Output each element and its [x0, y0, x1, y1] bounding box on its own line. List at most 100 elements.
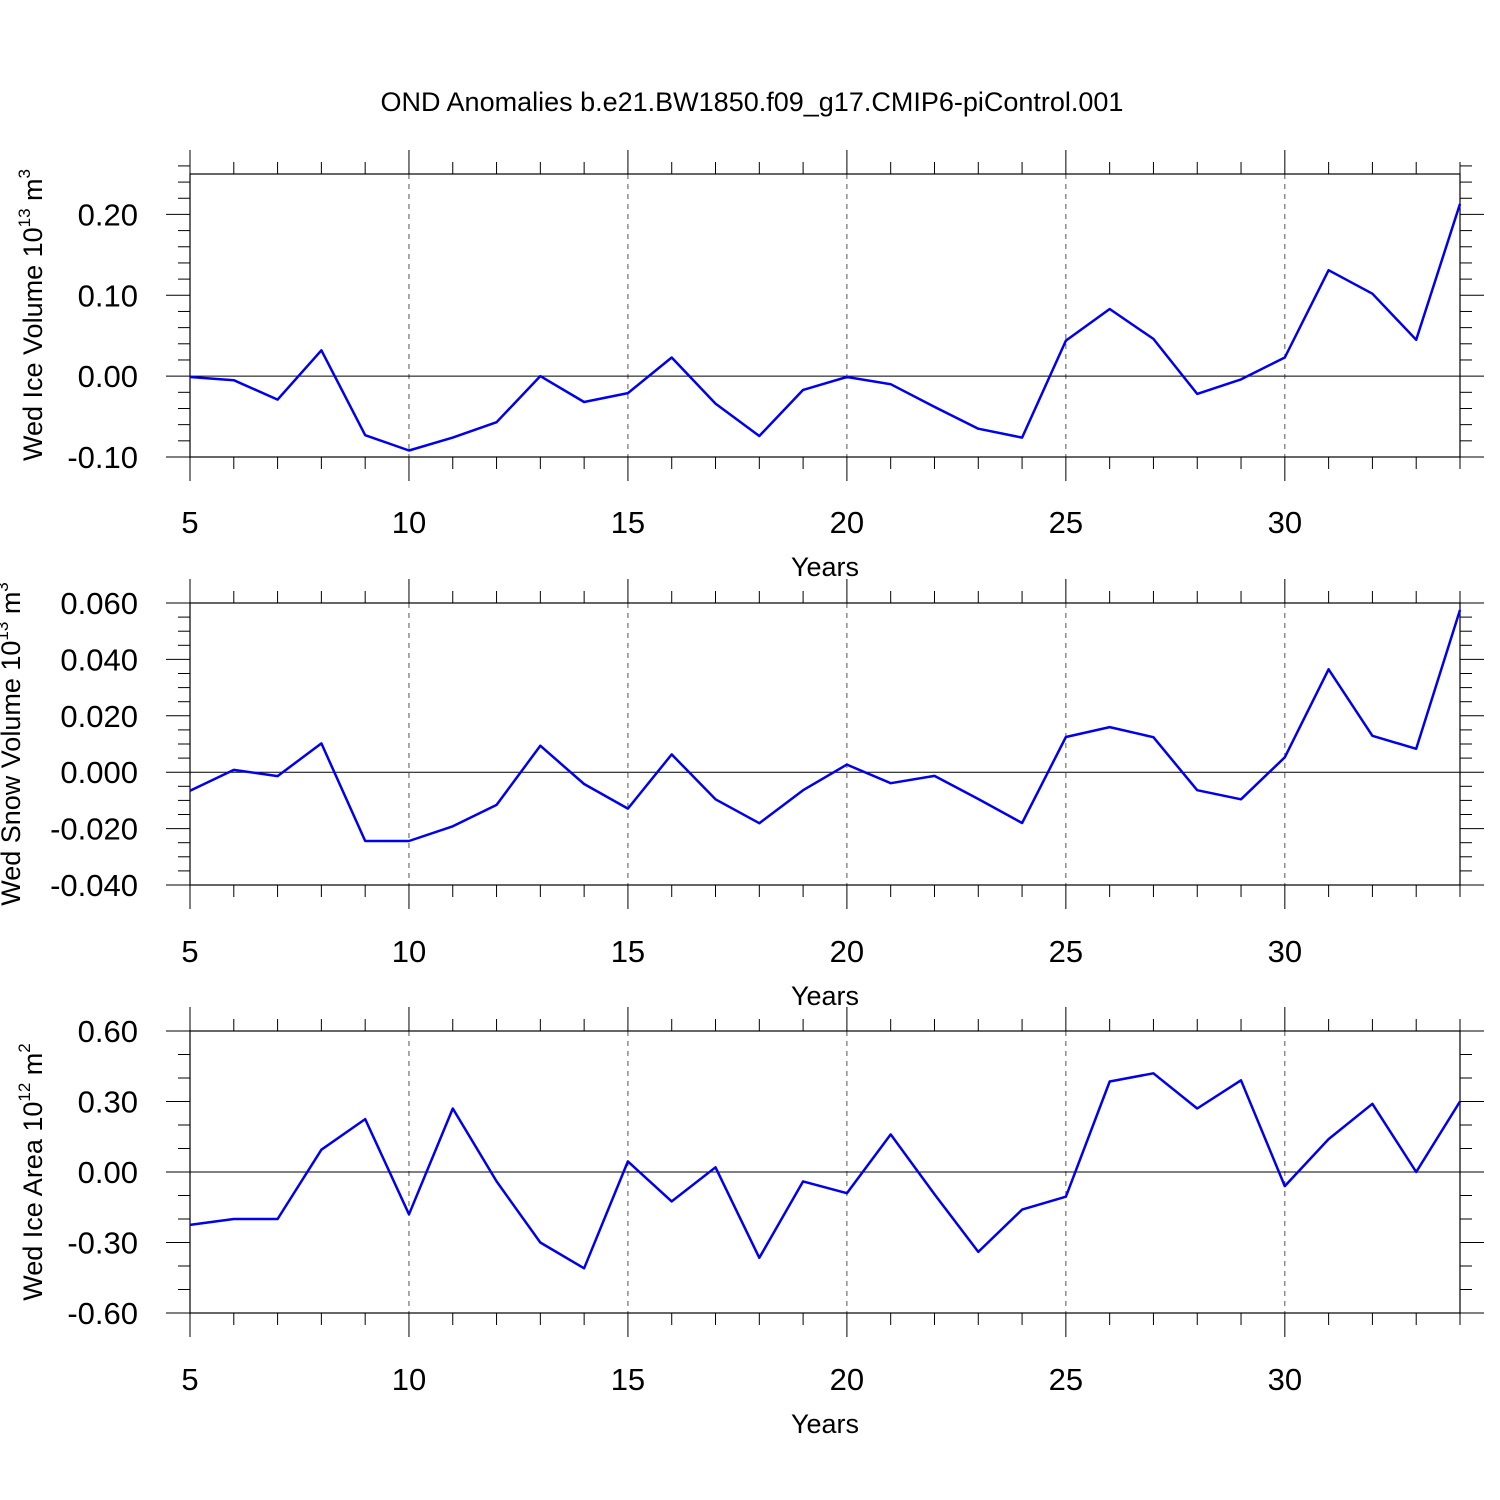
data-point — [1108, 307, 1112, 311]
data-point — [1458, 202, 1462, 206]
data-point — [1239, 797, 1243, 801]
x-tick-label: 20 — [830, 505, 864, 540]
data-point — [1151, 337, 1155, 341]
data-point — [1195, 1107, 1199, 1111]
data-point — [495, 420, 499, 424]
data-point — [538, 374, 542, 378]
x-tick-label: 15 — [611, 1362, 645, 1397]
data-point — [363, 839, 367, 843]
y-tick-label: 0.00 — [78, 1155, 138, 1190]
x-tick-label: 15 — [611, 934, 645, 969]
series-line — [189, 203, 1462, 452]
data-point — [1020, 436, 1024, 440]
data-point — [407, 839, 411, 843]
data-point — [714, 797, 718, 801]
data-point — [1195, 392, 1199, 396]
data-point — [319, 1148, 323, 1152]
y-tick-label: 0.000 — [60, 755, 138, 790]
data-point — [757, 1256, 761, 1260]
x-tick-label: 10 — [392, 934, 426, 969]
x-tick-label: 5 — [181, 505, 198, 540]
data-point — [1327, 667, 1331, 671]
data-point — [1064, 1195, 1068, 1199]
x-tick-label: 5 — [181, 1362, 198, 1397]
data-point — [1370, 1102, 1374, 1106]
x-tick-label: 10 — [392, 505, 426, 540]
data-point — [932, 405, 936, 409]
data-point — [1283, 1184, 1287, 1188]
x-tick-label: 30 — [1268, 505, 1302, 540]
data-point — [670, 752, 674, 756]
data-point — [232, 378, 236, 382]
x-tick-label: 25 — [1049, 934, 1083, 969]
data-point — [1151, 1071, 1155, 1075]
data-point — [538, 744, 542, 748]
y-tick-label: -0.30 — [67, 1226, 138, 1261]
data-point — [626, 391, 630, 395]
y-axis-label-exponent: 13 — [0, 622, 12, 641]
x-tick-label: 25 — [1049, 505, 1083, 540]
plot-frame — [189, 173, 1461, 458]
data-point — [1370, 734, 1374, 738]
data-point — [363, 1117, 367, 1121]
y-axis-label-unit-exponent: 3 — [0, 582, 12, 591]
y-axis-label: Wed Ice Area 1012 m2 — [15, 1043, 48, 1301]
data-point — [714, 402, 718, 406]
y-tick-label: 0.20 — [78, 197, 138, 232]
data-point — [889, 781, 893, 785]
data-point — [276, 398, 280, 402]
y-axis-label: Wed Snow Volume 1013 m3 — [0, 582, 26, 906]
y-tick-label: 0.60 — [78, 1014, 138, 1049]
data-point — [1458, 1100, 1462, 1104]
data-point — [407, 449, 411, 453]
data-point — [232, 768, 236, 772]
data-point — [1370, 292, 1374, 296]
data-point — [670, 356, 674, 360]
panel-ice-area: Wed Ice Area 1012 m2 Years 5 10 15 20 25 30 -0… — [15, 1007, 1484, 1439]
data-point — [495, 803, 499, 807]
data-point — [932, 774, 936, 778]
data-point — [319, 348, 323, 352]
data-point — [451, 824, 455, 828]
data-point — [495, 1179, 499, 1183]
data-point — [407, 1212, 411, 1216]
y-tick-label: -0.020 — [50, 812, 138, 847]
data-point — [670, 1199, 674, 1203]
data-point — [1283, 356, 1287, 360]
chart-title: OND Anomalies b.e21.BW1850.f09_g17.CMIP6… — [381, 87, 1124, 117]
data-point — [582, 400, 586, 404]
data-point — [538, 1241, 542, 1245]
data-point — [757, 821, 761, 825]
data-point — [1239, 1078, 1243, 1082]
y-axis-label-exponent: 12 — [15, 1083, 34, 1102]
y-axis-label-unit-exponent: 3 — [15, 169, 34, 178]
data-point — [1458, 608, 1462, 612]
x-tick-label: 30 — [1268, 934, 1302, 969]
data-point — [1064, 735, 1068, 739]
data-point — [1414, 747, 1418, 751]
y-tick-label: 0.020 — [60, 699, 138, 734]
data-point — [1108, 725, 1112, 729]
x-tick-label: 20 — [830, 1362, 864, 1397]
data-point — [363, 433, 367, 437]
y-axis-label-main: Wed Ice Area 10 — [18, 1102, 48, 1301]
y-axis-label-main: Wed Ice Volume 10 — [18, 227, 48, 461]
y-tick-label: 0.040 — [60, 642, 138, 677]
data-point — [1020, 1208, 1024, 1212]
x-tick-label: 20 — [830, 934, 864, 969]
x-tick-label: 25 — [1049, 1362, 1083, 1397]
data-point — [1064, 339, 1068, 343]
y-axis-label-unit: m — [0, 592, 26, 622]
data-point — [845, 1191, 849, 1195]
data-point — [757, 434, 761, 438]
data-point — [276, 774, 280, 778]
data-point — [1239, 377, 1243, 381]
y-tick-label: -0.040 — [50, 868, 138, 903]
data-point — [232, 1217, 236, 1221]
y-tick-label: 0.30 — [78, 1085, 138, 1120]
data-point — [801, 388, 805, 392]
data-point — [976, 1250, 980, 1254]
y-tick-label: -0.10 — [67, 440, 138, 475]
data-point — [582, 1266, 586, 1270]
data-point — [451, 1107, 455, 1111]
